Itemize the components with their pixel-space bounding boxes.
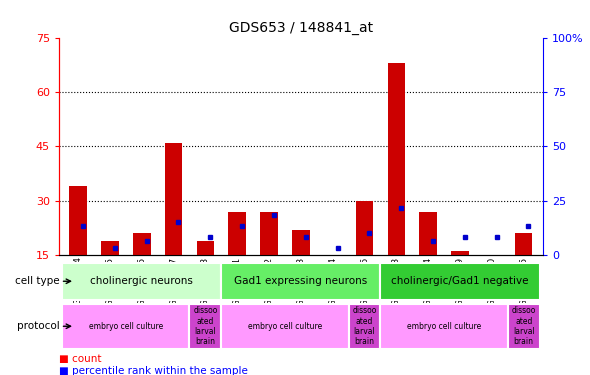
Bar (381, 262, 540, 300)
Text: cholinergic/Gad1 negative: cholinergic/Gad1 negative (391, 276, 529, 286)
Bar (62, 304, 189, 349)
Bar (388, 63, 405, 255)
Text: protocol: protocol (17, 321, 60, 331)
Text: dissoo
ated
larval
brain: dissoo ated larval brain (194, 306, 218, 347)
Bar (189, 304, 221, 349)
Bar (349, 304, 381, 349)
Bar (133, 233, 150, 255)
Bar (324, 255, 342, 259)
Bar (356, 201, 373, 255)
Bar (508, 304, 540, 349)
Bar (70, 186, 87, 255)
Bar (165, 142, 182, 255)
Title: GDS653 / 148841_at: GDS653 / 148841_at (229, 21, 373, 35)
Text: ■ percentile rank within the sample: ■ percentile rank within the sample (59, 366, 248, 375)
Bar (292, 230, 310, 255)
Text: dissoo
ated
larval
brain: dissoo ated larval brain (512, 306, 536, 347)
Bar (260, 211, 278, 255)
Bar (451, 251, 469, 255)
Bar (196, 240, 214, 255)
Bar (221, 304, 349, 349)
Text: embryo cell culture: embryo cell culture (407, 322, 481, 331)
Bar (483, 255, 501, 259)
Text: cholinergic neurons: cholinergic neurons (90, 276, 193, 286)
Bar (221, 262, 381, 300)
Bar (62, 262, 221, 300)
Text: ■ count: ■ count (59, 354, 101, 364)
Bar (228, 211, 246, 255)
Text: embryo cell culture: embryo cell culture (88, 322, 163, 331)
Bar (419, 211, 437, 255)
Text: embryo cell culture: embryo cell culture (248, 322, 322, 331)
Bar (101, 240, 119, 255)
Text: Gad1 expressing neurons: Gad1 expressing neurons (234, 276, 368, 286)
Bar (515, 233, 532, 255)
Bar (381, 304, 508, 349)
Text: cell type: cell type (15, 276, 60, 286)
Text: dissoo
ated
larval
brain: dissoo ated larval brain (352, 306, 377, 347)
